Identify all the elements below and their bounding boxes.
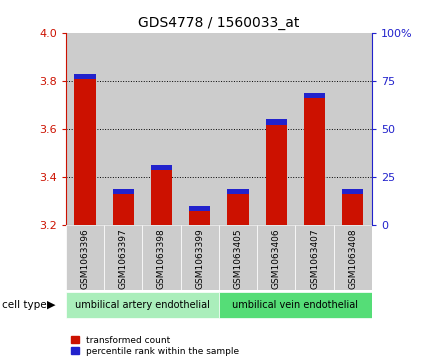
Bar	[219, 225, 257, 290]
Text: GSM1063397: GSM1063397	[119, 228, 128, 289]
Text: GSM1063408: GSM1063408	[348, 228, 357, 289]
Bar	[304, 93, 325, 225]
Bar	[113, 189, 134, 225]
Bar	[66, 225, 104, 290]
Text: GSM1063399: GSM1063399	[195, 228, 204, 289]
Bar	[342, 189, 363, 225]
Bar	[304, 93, 325, 98]
Bar	[257, 33, 295, 225]
Bar	[104, 225, 142, 290]
Bar	[266, 119, 287, 225]
Text: GSM1063398: GSM1063398	[157, 228, 166, 289]
Bar	[342, 189, 363, 194]
Bar	[189, 206, 210, 225]
Text: GSM1063407: GSM1063407	[310, 228, 319, 289]
Bar	[151, 165, 172, 170]
Bar	[334, 225, 372, 290]
Bar	[266, 119, 287, 125]
Bar	[74, 74, 96, 225]
Bar	[142, 225, 181, 290]
Text: ▶: ▶	[47, 300, 55, 310]
Text: umbilical vein endothelial: umbilical vein endothelial	[232, 300, 358, 310]
Bar	[66, 292, 219, 318]
Bar	[189, 206, 210, 211]
Bar	[295, 225, 334, 290]
Text: cell type: cell type	[2, 300, 47, 310]
Bar	[219, 33, 257, 225]
Bar	[74, 74, 96, 79]
Bar	[66, 33, 104, 225]
Text: GSM1063396: GSM1063396	[80, 228, 90, 289]
Bar	[295, 33, 334, 225]
Bar	[142, 33, 181, 225]
Bar	[181, 33, 219, 225]
Bar	[151, 165, 172, 225]
Bar	[257, 225, 295, 290]
Bar	[227, 189, 249, 194]
Bar	[181, 225, 219, 290]
Bar	[219, 292, 372, 318]
Text: umbilical artery endothelial: umbilical artery endothelial	[75, 300, 210, 310]
Title: GDS4778 / 1560033_at: GDS4778 / 1560033_at	[138, 16, 300, 30]
Bar	[104, 33, 142, 225]
Bar	[113, 189, 134, 194]
Bar	[334, 33, 372, 225]
Text: GSM1063405: GSM1063405	[233, 228, 243, 289]
Legend: transformed count, percentile rank within the sample: transformed count, percentile rank withi…	[71, 335, 240, 357]
Text: GSM1063406: GSM1063406	[272, 228, 281, 289]
Bar	[227, 189, 249, 225]
